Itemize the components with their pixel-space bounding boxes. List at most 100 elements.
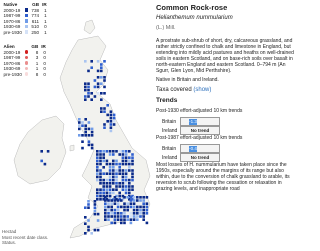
hectad-square — [107, 212, 110, 215]
hectad-square — [132, 208, 136, 212]
hectad-square — [96, 76, 100, 79]
hectad-square — [96, 172, 99, 175]
hectad-square — [124, 178, 128, 182]
hectad-square — [116, 212, 120, 215]
hectad-square — [121, 162, 125, 166]
hectad-square — [123, 212, 126, 215]
hectad-square — [103, 79, 106, 82]
hectad-square — [118, 194, 121, 198]
period: 1987-99 — [3, 13, 21, 19]
hectad-square — [109, 116, 113, 120]
hectad-square — [112, 188, 115, 191]
hectad-square — [121, 153, 125, 156]
hectad-square — [99, 169, 102, 172]
hectad-square — [110, 215, 113, 218]
hectad-square — [109, 113, 113, 117]
hectad-square — [87, 134, 91, 137]
gb-count: 8 — [35, 49, 39, 55]
hectad-square — [100, 63, 103, 66]
hectad-square — [142, 218, 145, 221]
hectad-square — [84, 98, 87, 101]
show-link[interactable]: (show) — [193, 87, 212, 93]
trend-label: Ireland — [162, 127, 178, 134]
hectad-square — [145, 205, 149, 209]
hectad-square — [99, 175, 102, 179]
hectad-square — [81, 140, 84, 143]
hectad-square — [128, 162, 131, 166]
hectad-square — [112, 116, 116, 120]
hectad-square — [102, 178, 105, 182]
hectad-square — [128, 194, 131, 198]
period: 2000-19 — [3, 7, 21, 13]
hectad-square — [121, 194, 125, 198]
period: 1970-86 — [3, 18, 21, 24]
swatch — [24, 55, 29, 60]
hectad-square — [105, 194, 109, 198]
legend-header: Native GB IR — [2, 2, 48, 8]
hectad-square — [104, 208, 107, 212]
period: 2000-19 — [3, 49, 21, 55]
swatch-cell — [23, 55, 30, 61]
hectad-square — [87, 203, 90, 206]
hectad-square — [87, 140, 91, 143]
legend-column: GB — [31, 44, 39, 49]
legend-row: 1987-99 774 1 — [2, 13, 48, 19]
hectad-square — [87, 200, 90, 203]
hectad-square — [96, 162, 99, 166]
swatch-cell — [23, 30, 30, 36]
hectad-square — [131, 188, 134, 191]
legend-title: Alien — [3, 44, 15, 49]
ir-count: 0 — [43, 60, 46, 66]
hectad-square — [40, 159, 43, 163]
hectad-square — [118, 153, 121, 156]
hectad-square — [110, 202, 113, 205]
gb-count: 738 — [31, 7, 40, 13]
hectad-square — [103, 60, 106, 63]
hectad-square — [120, 212, 123, 215]
trends-title: Trends — [156, 97, 178, 104]
hectad-square — [96, 82, 100, 85]
hectad-square — [96, 169, 99, 172]
hectad-square — [84, 88, 87, 92]
hectad-square — [105, 182, 109, 185]
hectad-square — [99, 191, 102, 195]
hectad-square — [112, 120, 116, 123]
hectad-square — [118, 185, 121, 188]
footer-line: Most recent date class. — [2, 234, 49, 240]
hectad-square — [123, 205, 126, 209]
hectad-square — [108, 178, 112, 182]
hectad-square — [145, 202, 149, 205]
hectad-square — [99, 162, 102, 166]
hectad-square — [96, 191, 99, 195]
hectad-square — [96, 175, 99, 179]
hectad-square — [102, 166, 105, 169]
hectad-square — [96, 194, 99, 198]
hectad-square — [128, 198, 131, 201]
hectad-square — [118, 172, 121, 175]
hectad-square — [84, 216, 87, 219]
legend-row: 1970-86 611 1 — [2, 19, 48, 25]
hectad-square — [100, 66, 103, 69]
hectad-square — [115, 178, 118, 182]
hectad-square — [112, 123, 116, 126]
hectad-square — [121, 172, 125, 175]
hectad-square — [113, 212, 117, 215]
hectad-square — [118, 169, 121, 172]
hectad-square — [120, 221, 123, 225]
trend-box: -0.4 — [180, 144, 220, 153]
hectad-square — [124, 185, 128, 188]
hectad-square — [102, 159, 105, 163]
hectad-square — [128, 159, 131, 163]
hectad-square — [93, 212, 97, 216]
legend-native: Native GB IR 2000-19 738 1 1987-99 774 1 1970-86 6… — [2, 2, 49, 36]
hectad-square — [87, 219, 90, 222]
hectad-square — [103, 107, 106, 110]
hectad-square — [102, 185, 105, 188]
hectad-square — [132, 212, 136, 215]
hectad-square — [132, 205, 136, 209]
hectad-square — [96, 228, 100, 232]
hectad-square — [116, 218, 120, 221]
hectad-square — [87, 95, 90, 98]
legend-column: IR — [42, 2, 47, 7]
hectad-square — [128, 156, 131, 159]
